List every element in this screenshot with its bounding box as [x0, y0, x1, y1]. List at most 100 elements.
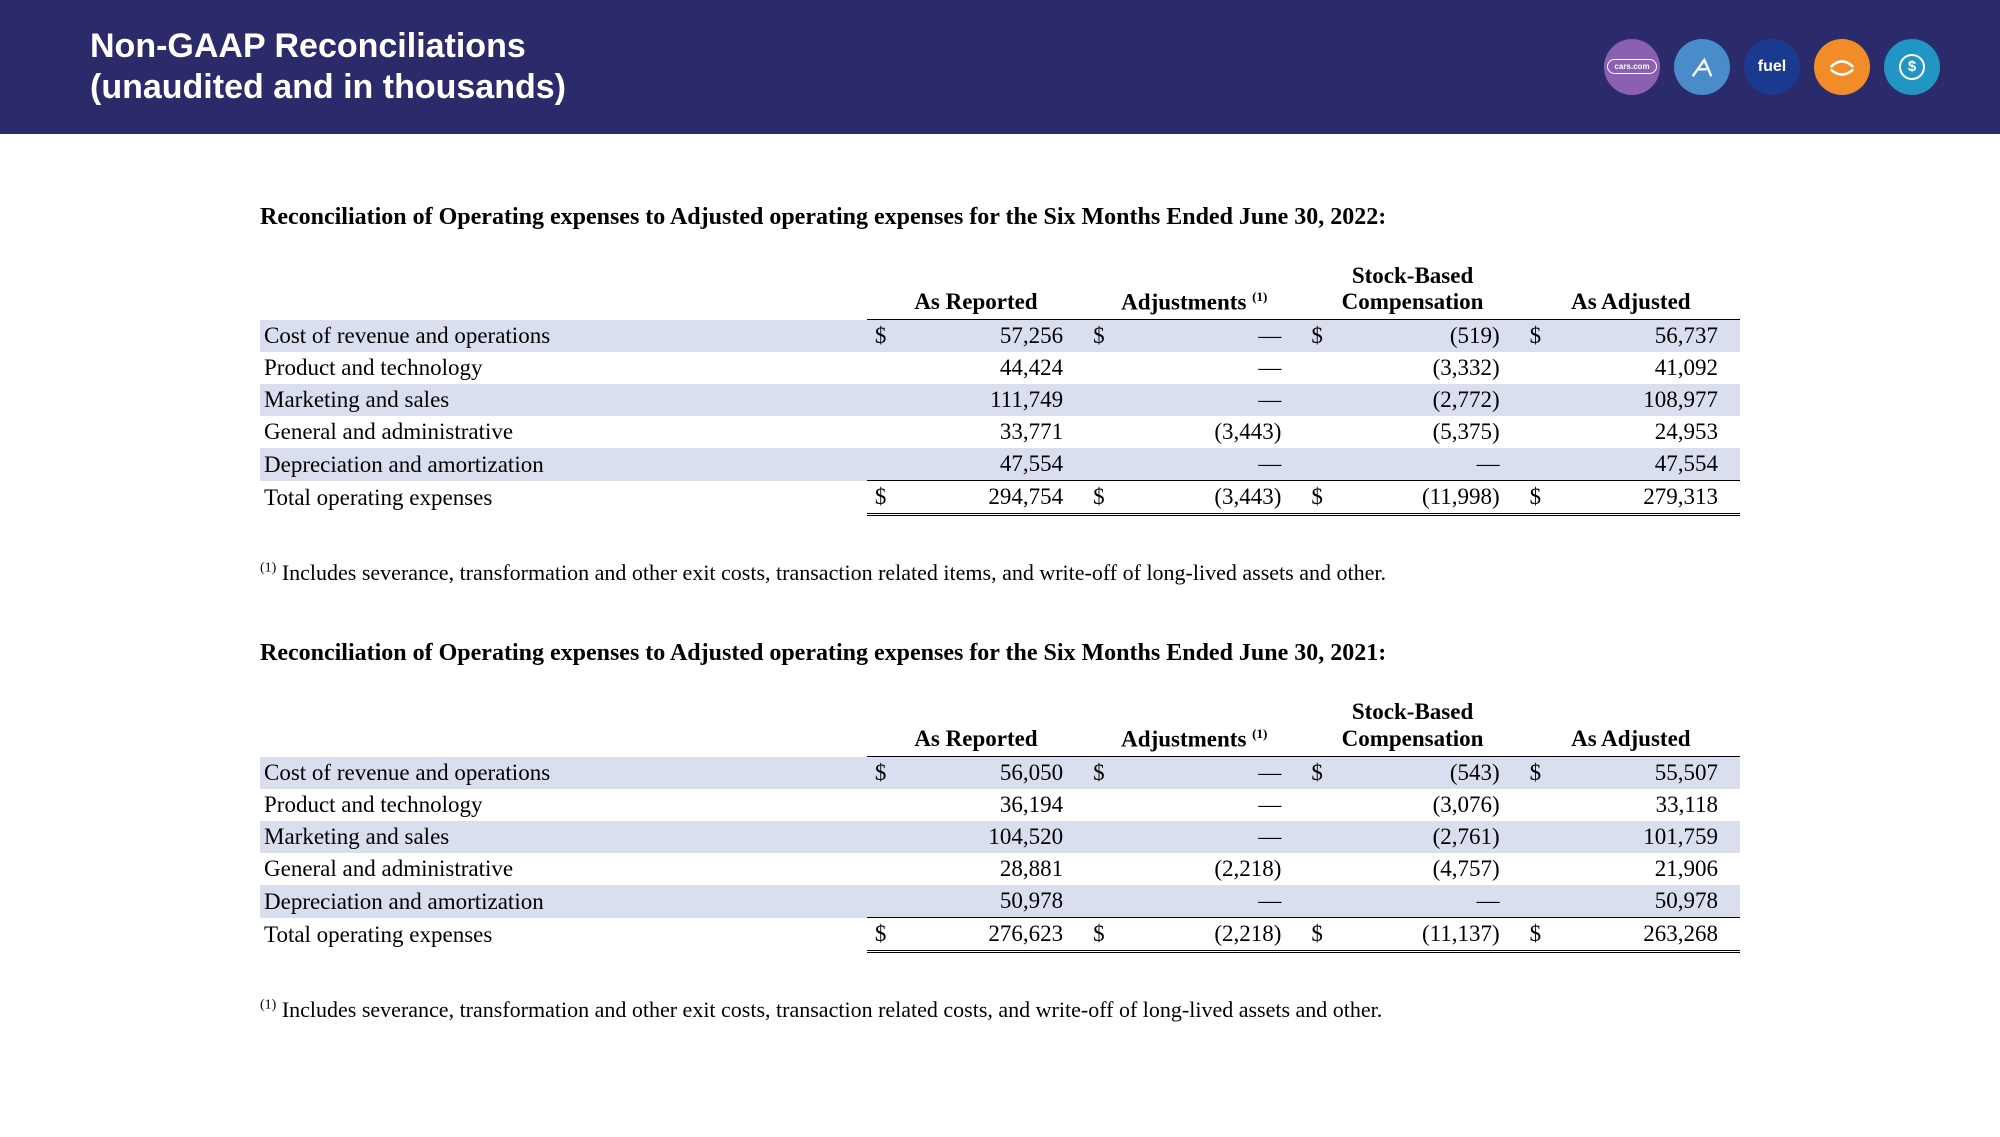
currency-symbol [1303, 448, 1347, 481]
currency-symbol: $ [1085, 757, 1129, 790]
currency-symbol [1303, 885, 1347, 918]
row-label: General and administrative [260, 416, 867, 448]
currency-symbol: $ [1522, 918, 1566, 952]
currency-symbol: $ [1085, 481, 1129, 515]
cell-value: 21,906 [1566, 853, 1740, 885]
reconciliation-table: As ReportedAdjustments (1)Stock-BasedCom… [260, 259, 1740, 517]
currency-symbol [867, 448, 911, 481]
content-area: Reconciliation of Operating expenses to … [0, 134, 2000, 1137]
currency-symbol [1303, 416, 1347, 448]
currency-symbol: $ [1522, 481, 1566, 515]
column-header: Adjustments (1) [1085, 695, 1303, 756]
table-row: Cost of revenue and operations$57,256$—$… [260, 320, 1740, 353]
currency-symbol: $ [1303, 320, 1347, 353]
page-header: Non-GAAP Reconciliations (unaudited and … [0, 0, 2000, 134]
table-row: Product and technology36,194—(3,076)33,1… [260, 789, 1740, 821]
currency-symbol [1085, 821, 1129, 853]
cell-value: (3,443) [1130, 481, 1304, 515]
cell-value: 294,754 [911, 481, 1085, 515]
cell-value: (543) [1348, 757, 1522, 790]
currency-symbol [1085, 416, 1129, 448]
cell-value: (3,443) [1130, 416, 1304, 448]
currency-symbol [1522, 853, 1566, 885]
currency-symbol [1303, 853, 1347, 885]
cell-value: — [1130, 821, 1304, 853]
cell-value: — [1130, 384, 1304, 416]
currency-symbol: $ [867, 481, 911, 515]
currency-symbol [1085, 384, 1129, 416]
currency-symbol [1085, 352, 1129, 384]
table-row: Total operating expenses$294,754$(3,443)… [260, 481, 1740, 515]
currency-symbol [1303, 352, 1347, 384]
row-label: Marketing and sales [260, 821, 867, 853]
currency-symbol [1522, 789, 1566, 821]
row-label: Marketing and sales [260, 384, 867, 416]
currency-symbol [1303, 384, 1347, 416]
row-label: Total operating expenses [260, 918, 867, 952]
cell-value: (3,076) [1348, 789, 1522, 821]
currency-symbol [1303, 789, 1347, 821]
cell-value: 41,092 [1566, 352, 1740, 384]
cell-value: 28,881 [911, 853, 1085, 885]
currency-symbol [1085, 448, 1129, 481]
currency-symbol [867, 352, 911, 384]
title-line1: Non-GAAP Reconciliations [90, 27, 526, 65]
row-label: General and administrative [260, 853, 867, 885]
row-label: Depreciation and amortization [260, 885, 867, 918]
page-title: Non-GAAP Reconciliations (unaudited and … [90, 26, 566, 108]
currency-symbol: $ [1303, 918, 1347, 952]
cell-value: 47,554 [911, 448, 1085, 481]
cell-value: 55,507 [1566, 757, 1740, 790]
cell-value: — [1130, 320, 1304, 353]
cell-value: — [1130, 789, 1304, 821]
currency-symbol [1522, 384, 1566, 416]
column-header: As Adjusted [1522, 695, 1740, 756]
cell-value: 44,424 [911, 352, 1085, 384]
cell-value: 50,978 [1566, 885, 1740, 918]
table-row: Marketing and sales104,520—(2,761)101,75… [260, 821, 1740, 853]
currency-symbol [867, 384, 911, 416]
row-label: Cost of revenue and operations [260, 757, 867, 790]
cell-value: 57,256 [911, 320, 1085, 353]
column-header: As Adjusted [1522, 259, 1740, 320]
cell-value: — [1348, 885, 1522, 918]
table-row: Depreciation and amortization 50,978 — — 50,… [260, 885, 1740, 918]
cell-value: 47,554 [1566, 448, 1740, 481]
currency-symbol: $ [1303, 481, 1347, 515]
currency-symbol: $ [1303, 757, 1347, 790]
cell-value: 108,977 [1566, 384, 1740, 416]
currency-symbol [1522, 885, 1566, 918]
column-header: As Reported [867, 695, 1085, 756]
cell-value: (2,761) [1348, 821, 1522, 853]
cell-value: 36,194 [911, 789, 1085, 821]
currency-symbol [1522, 352, 1566, 384]
brand-icon-4 [1814, 39, 1870, 95]
cell-value: — [1130, 885, 1304, 918]
cell-value: 33,771 [911, 416, 1085, 448]
table-row: Marketing and sales111,749—(2,772)108,97… [260, 384, 1740, 416]
currency-symbol [867, 416, 911, 448]
table-row: Total operating expenses$276,623$(2,218)… [260, 918, 1740, 952]
currency-symbol [1522, 821, 1566, 853]
table-row: General and administrative33,771(3,443)(… [260, 416, 1740, 448]
row-label: Product and technology [260, 789, 867, 821]
header-icon-row: cars.com fuel $ [1604, 39, 1940, 95]
cell-value: — [1130, 757, 1304, 790]
currency-symbol [1522, 448, 1566, 481]
cell-value: 56,737 [1566, 320, 1740, 353]
currency-symbol [1085, 885, 1129, 918]
currency-symbol: $ [1522, 320, 1566, 353]
table-row: Depreciation and amortization47,554——47,… [260, 448, 1740, 481]
table-title: Reconciliation of Operating expenses to … [260, 204, 1740, 231]
reconciliation-table: As ReportedAdjustments (1)Stock-BasedCom… [260, 695, 1740, 953]
row-label: Total operating expenses [260, 481, 867, 515]
brand-icon-2 [1674, 39, 1730, 95]
currency-symbol: $ [867, 757, 911, 790]
column-header: Adjustments (1) [1085, 259, 1303, 320]
footnote: (1) Includes severance, transformation a… [260, 560, 1740, 586]
row-label: Cost of revenue and operations [260, 320, 867, 353]
cell-value: 50,978 [911, 885, 1085, 918]
column-header: Stock-BasedCompensation [1303, 695, 1521, 756]
title-line2: (unaudited and in thousands) [90, 68, 566, 106]
currency-symbol [1085, 853, 1129, 885]
